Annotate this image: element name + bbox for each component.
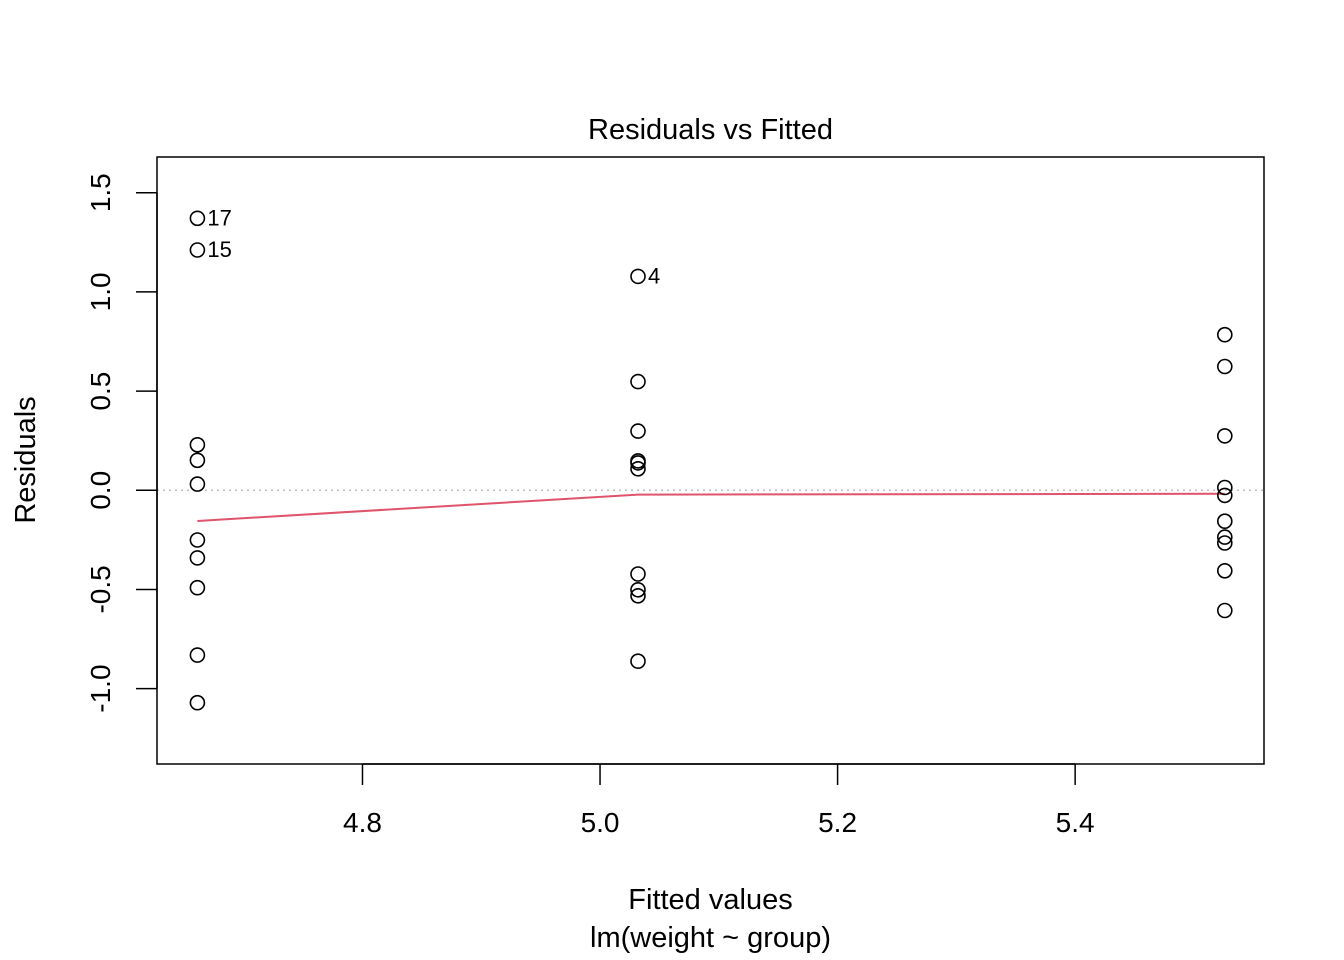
y-tick-label: 1.5 — [85, 173, 116, 212]
x-tick-label: 5.4 — [1056, 807, 1095, 838]
point-label: 15 — [207, 237, 231, 262]
x-axis: 4.8 5.0 5.2 5.4 — [343, 763, 1095, 838]
data-point — [1217, 602, 1233, 619]
y-tick-label: 0.5 — [85, 372, 116, 411]
data-point — [1217, 562, 1233, 579]
points-layer — [189, 210, 1233, 711]
plot-frame — [156, 156, 1265, 765]
y-tick-label: 1.0 — [85, 272, 116, 311]
data-point — [1217, 513, 1233, 530]
data-point — [189, 694, 206, 711]
y-tick-label: -0.5 — [85, 565, 116, 613]
data-point — [630, 460, 646, 477]
y-tick-label: -1.0 — [85, 664, 116, 712]
data-point — [1217, 535, 1233, 551]
chart-title: Residuals vs Fitted — [588, 114, 833, 146]
data-point — [1217, 479, 1233, 496]
data-point — [630, 455, 646, 471]
data-point — [1217, 529, 1233, 545]
data-point — [189, 476, 206, 492]
point-label: 17 — [207, 205, 231, 230]
model-formula-subtitle: lm(weight ~ group) — [590, 922, 831, 954]
data-point — [1217, 428, 1233, 444]
data-point — [630, 653, 646, 670]
data-point — [630, 566, 646, 582]
data-point — [189, 452, 206, 469]
y-axis: -1.0 -0.5 0.0 0.5 1.0 1.5 — [85, 173, 158, 713]
point-labels-layer: 17 15 4 — [207, 205, 660, 288]
data-point — [630, 587, 646, 604]
x-tick-label: 5.0 — [581, 807, 620, 838]
y-tick-label: 0.0 — [85, 471, 116, 510]
data-point — [189, 550, 206, 566]
data-point — [1217, 326, 1233, 343]
data-point — [1217, 358, 1233, 375]
data-point — [189, 579, 206, 596]
x-axis-label: Fitted values — [628, 884, 792, 916]
x-tick-label: 5.2 — [818, 807, 857, 838]
data-point — [189, 436, 206, 453]
x-tick-label: 4.8 — [343, 807, 382, 838]
y-axis-label: Residuals — [10, 396, 42, 523]
data-point — [189, 210, 206, 227]
smoother-layer — [197, 492, 1225, 522]
data-point — [630, 268, 646, 285]
data-point — [189, 647, 206, 663]
data-point — [1217, 487, 1233, 504]
point-label: 4 — [648, 263, 660, 288]
data-point — [630, 581, 646, 598]
data-point — [189, 242, 206, 258]
data-point — [630, 373, 646, 390]
smoother-line — [197, 492, 1225, 522]
plot-area: 17 15 4 — [157, 205, 1264, 711]
data-point — [189, 532, 206, 548]
data-point — [630, 423, 646, 439]
